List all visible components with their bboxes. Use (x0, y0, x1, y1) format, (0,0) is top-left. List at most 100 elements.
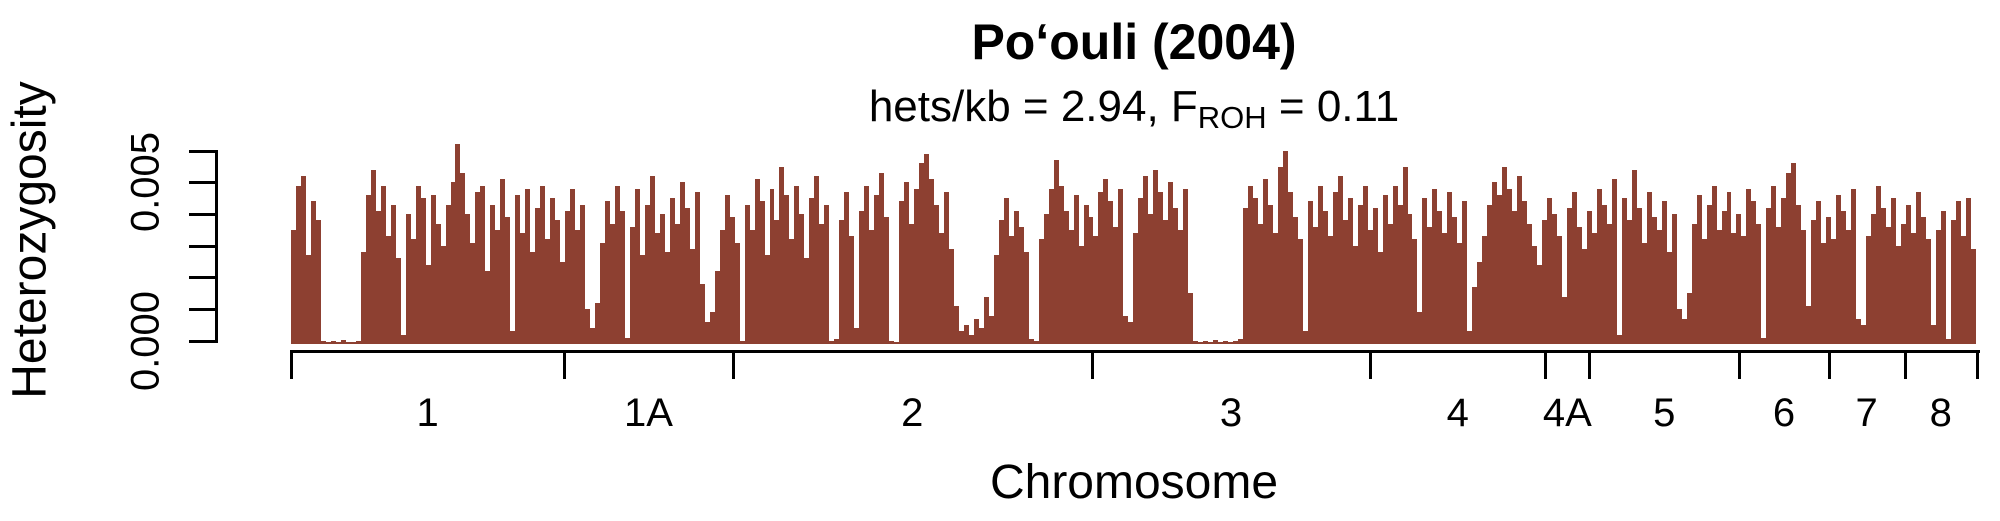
het-window-bar (1013, 210, 1019, 344)
het-window-bar (1243, 207, 1248, 344)
het-window-bar (1950, 220, 1956, 344)
y-tick (189, 339, 215, 343)
het-window-bar (330, 340, 336, 344)
het-window-bar (1367, 229, 1373, 344)
het-window-bar (1736, 214, 1742, 344)
het-window-bar (1233, 340, 1239, 344)
het-window-bar (1003, 198, 1009, 344)
het-window-bar (1900, 223, 1906, 344)
het-window-bar (425, 264, 431, 344)
het-window-bar (1138, 198, 1144, 344)
het-window-bar (704, 321, 710, 344)
het-window-bar (1362, 185, 1368, 344)
het-window-bar (1377, 252, 1383, 344)
het-window-bar (535, 207, 541, 344)
het-window-bar (769, 188, 775, 344)
het-window-bar (1801, 229, 1807, 344)
het-window-bar (859, 210, 865, 344)
het-window-bar (585, 309, 591, 344)
het-window-bar (998, 220, 1004, 344)
het-window-bar (1841, 210, 1847, 344)
het-window-bar (1228, 342, 1234, 344)
het-window-bar (1267, 204, 1273, 344)
het-window-bar (958, 331, 964, 344)
het-window-bar (295, 185, 301, 344)
het-window-bar (854, 328, 860, 344)
het-window-bar (764, 255, 770, 344)
het-window-bar (1158, 191, 1164, 344)
het-window-bar (779, 166, 785, 344)
het-window-bar (1058, 185, 1064, 344)
het-window-bar (1726, 191, 1732, 344)
het-window-bar (340, 340, 346, 344)
het-window-bar (794, 185, 800, 344)
het-window-bar (1905, 204, 1911, 344)
het-window-bar (629, 226, 635, 344)
y-tick (189, 244, 215, 248)
het-window-bar (435, 223, 441, 344)
het-window-bar (360, 252, 366, 344)
het-window-bar (649, 176, 655, 344)
het-window-bar (624, 337, 630, 344)
het-window-bar (1457, 242, 1463, 344)
x-tick (1976, 350, 1979, 379)
het-window-bar (874, 195, 880, 344)
het-window-bar (400, 334, 406, 344)
het-window-bar (1557, 236, 1563, 344)
y-tick-label: 0.000 (123, 290, 168, 391)
het-window-bar (415, 185, 421, 344)
chromosome-label-6: 6 (1772, 391, 1796, 435)
het-window-bar (540, 185, 546, 344)
het-window-bar (1387, 223, 1393, 344)
het-window-bar (1811, 220, 1817, 344)
het-window-bar (1118, 188, 1124, 344)
het-window-bar (1033, 340, 1039, 344)
het-window-bar (390, 204, 396, 344)
het-window-bar (799, 214, 805, 344)
het-window-bar (1851, 188, 1857, 344)
het-window-bar (993, 255, 999, 344)
het-window-bar (904, 182, 910, 344)
het-window-bar (1332, 191, 1338, 344)
het-window-bar (1502, 166, 1508, 344)
het-window-bar (320, 340, 326, 344)
het-window-bar (1372, 207, 1378, 344)
y-tick-label: 0.005 (123, 132, 168, 233)
x-axis-line (291, 350, 1980, 353)
het-window-bar (1083, 204, 1089, 344)
het-window-bar (614, 185, 620, 344)
het-window-bar (515, 195, 521, 344)
het-window-bar (1402, 166, 1408, 344)
chromosome-label-1A: 1A (623, 391, 673, 435)
het-window-bar (709, 312, 715, 344)
het-window-bar (1023, 252, 1029, 344)
het-window-bar (600, 242, 606, 344)
het-window-bar (924, 153, 929, 344)
het-window-bar (1666, 252, 1672, 344)
het-window-bar (1173, 207, 1179, 344)
het-window-bar (485, 271, 491, 344)
het-window-bar (1317, 185, 1323, 344)
het-window-bar (1945, 339, 1951, 344)
het-window-bar (500, 179, 506, 344)
het-window-bar (1487, 204, 1493, 344)
het-window-bar (1930, 325, 1936, 344)
het-window-bar (1307, 201, 1313, 344)
het-window-bar (1103, 179, 1109, 344)
het-window-bar (1252, 198, 1258, 344)
het-window-bar (963, 325, 969, 344)
x-tick (1903, 350, 1907, 379)
het-window-bar (929, 179, 934, 344)
het-window-bar (1965, 198, 1971, 344)
het-window-bar (933, 204, 939, 344)
het-window-bar (1347, 198, 1353, 344)
het-window-bar (1861, 325, 1867, 344)
het-window-bar (1248, 185, 1253, 344)
het-window-bar (1322, 210, 1328, 344)
het-window-bar (440, 245, 446, 344)
het-window-bar (545, 239, 551, 344)
subtitle-suffix: = 0.11 (1266, 82, 1400, 131)
het-window-bar (1297, 239, 1303, 344)
het-window-bar (505, 217, 511, 344)
het-window-bar (1203, 340, 1209, 344)
